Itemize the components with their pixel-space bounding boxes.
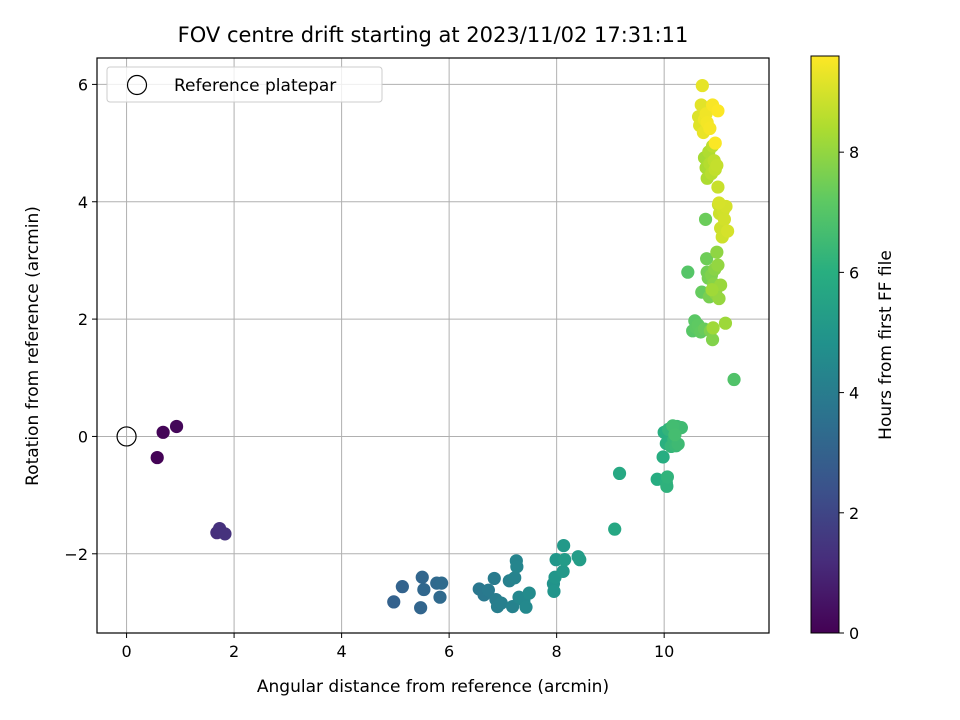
data-point [505, 599, 520, 614]
chart-title: FOV centre drift starting at 2023/11/02 … [178, 23, 689, 47]
plot-frame [96, 57, 770, 634]
legend: Reference platepar [106, 66, 383, 103]
data-point [547, 584, 561, 598]
y-tick-label: 4 [78, 193, 88, 212]
data-point [698, 212, 713, 226]
data-point [395, 580, 409, 594]
data-point [706, 321, 720, 335]
colorbar-tick-label: 6 [849, 263, 859, 282]
data-point [711, 258, 725, 272]
data-point [612, 466, 627, 481]
data-point [700, 252, 714, 266]
data-point [695, 78, 709, 93]
data-point [415, 570, 429, 584]
y-tick-label: 6 [78, 75, 88, 94]
data-point [156, 425, 170, 439]
data-point [519, 600, 533, 614]
data-point [712, 291, 726, 306]
data-point [705, 333, 720, 347]
data-point [522, 586, 536, 600]
data-point [710, 158, 724, 172]
data-point [717, 212, 731, 226]
data-point [656, 450, 670, 464]
x-tick-label: 2 [229, 642, 239, 661]
data-point [508, 571, 522, 585]
colorbar-tick-label: 2 [849, 504, 859, 523]
legend-box [106, 66, 383, 103]
x-tick-label: 6 [444, 642, 454, 661]
data-point [414, 601, 428, 615]
data-points [150, 78, 741, 615]
y-axis-label: Rotation from reference (arcmin) [23, 206, 43, 486]
data-point [727, 372, 741, 387]
data-point [703, 121, 717, 136]
colorbar: 0 2 4 6 8 Hours from first FF file [810, 55, 896, 643]
y-tick-label: −2 [64, 545, 88, 564]
data-point [711, 104, 725, 118]
data-point [708, 136, 722, 150]
data-point [558, 553, 572, 567]
data-point [668, 428, 682, 442]
data-point [718, 316, 733, 330]
x-axis-label: Angular distance from reference (arcmin) [257, 677, 609, 697]
grid-lines [97, 58, 769, 633]
data-point [557, 538, 571, 553]
x-tick-label: 10 [654, 642, 674, 661]
data-point [218, 527, 232, 541]
legend-marker-icon [126, 74, 148, 96]
data-point [150, 450, 164, 465]
data-point [681, 265, 695, 279]
data-point [487, 571, 501, 586]
data-point [417, 582, 431, 597]
colorbar-tick-label: 8 [849, 143, 859, 162]
data-point [573, 553, 587, 567]
data-point [169, 419, 184, 434]
x-axis-ticks: 0 2 4 6 8 10 [121, 633, 674, 661]
data-point [435, 576, 449, 590]
y-tick-label: 2 [78, 310, 88, 329]
data-point [608, 522, 622, 536]
x-tick-label: 8 [552, 642, 562, 661]
x-tick-label: 0 [121, 642, 131, 661]
data-point [710, 245, 724, 259]
y-axis-ticks: −2 0 2 4 6 [64, 75, 97, 564]
y-tick-label: 0 [78, 427, 88, 446]
data-point [387, 595, 401, 609]
colorbar-label: Hours from first FF file [876, 250, 896, 440]
data-point [721, 224, 735, 238]
colorbar-tick-label: 4 [849, 384, 859, 403]
reference-point [116, 426, 137, 447]
data-point [660, 479, 674, 493]
data-point [481, 583, 495, 597]
colorbar-gradient [810, 55, 840, 634]
data-point [711, 180, 725, 194]
data-point [660, 470, 674, 484]
data-point [494, 596, 508, 610]
data-point [712, 196, 726, 210]
data-point [705, 283, 719, 297]
data-point [433, 590, 447, 604]
data-point [556, 564, 570, 578]
legend-entry: Reference platepar [174, 76, 336, 96]
colorbar-ticks: 0 2 4 6 8 [839, 143, 859, 643]
reference-marker [116, 426, 137, 447]
data-point [510, 560, 524, 574]
x-tick-label: 4 [337, 642, 347, 661]
colorbar-tick-label: 0 [849, 624, 859, 643]
